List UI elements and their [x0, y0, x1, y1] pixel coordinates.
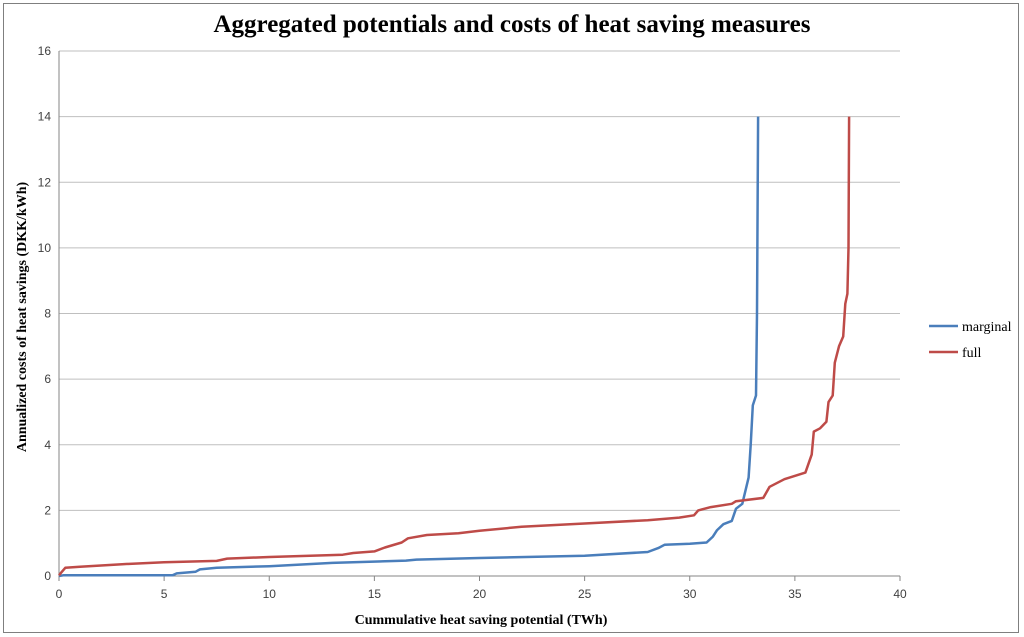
series-lines [58, 116, 851, 578]
x-tick-label: 25 [578, 587, 592, 601]
series-line-full [58, 116, 851, 577]
gridlines [59, 50, 900, 511]
legend-label-full: full [962, 346, 982, 361]
legend: marginal full [929, 320, 1012, 361]
y-tick-label: 0 [44, 569, 51, 583]
y-tick-label: 8 [44, 307, 51, 321]
x-tick-label: 30 [683, 587, 697, 601]
y-tick-label: 4 [44, 438, 51, 452]
y-axis-title: Annualized costs of heat savings (DKK/kW… [15, 182, 30, 453]
x-tick-label: 35 [788, 587, 802, 601]
x-tick-label: 0 [56, 587, 63, 601]
y-tick-label: 10 [38, 241, 52, 255]
x-tick-label: 20 [473, 587, 487, 601]
x-tick-label: 10 [263, 587, 277, 601]
tick-labels: 0 2 4 6 8 10 12 14 16 0 5 10 15 20 25 30 35 40 [38, 44, 907, 601]
y-tick-label: 6 [44, 372, 51, 386]
chart-frame: Aggregated potentials and costs of heat … [3, 3, 1019, 633]
y-tick-label: 16 [38, 44, 52, 58]
x-tick-label: 5 [161, 587, 168, 601]
legend-label-marginal: marginal [962, 320, 1012, 335]
axes [58, 51, 901, 581]
y-tick-label: 12 [38, 175, 52, 189]
y-tick-label: 2 [44, 503, 51, 517]
chart-title: Aggregated potentials and costs of heat … [214, 11, 811, 38]
line-chart: Aggregated potentials and costs of heat … [15, 11, 1012, 628]
x-tick-label: 40 [893, 587, 907, 601]
x-axis-title: Cummulative heat saving potential (TWh) [355, 613, 608, 628]
x-tick-label: 15 [368, 587, 382, 601]
y-tick-label: 14 [38, 110, 52, 124]
series-line-marginal [58, 116, 760, 578]
